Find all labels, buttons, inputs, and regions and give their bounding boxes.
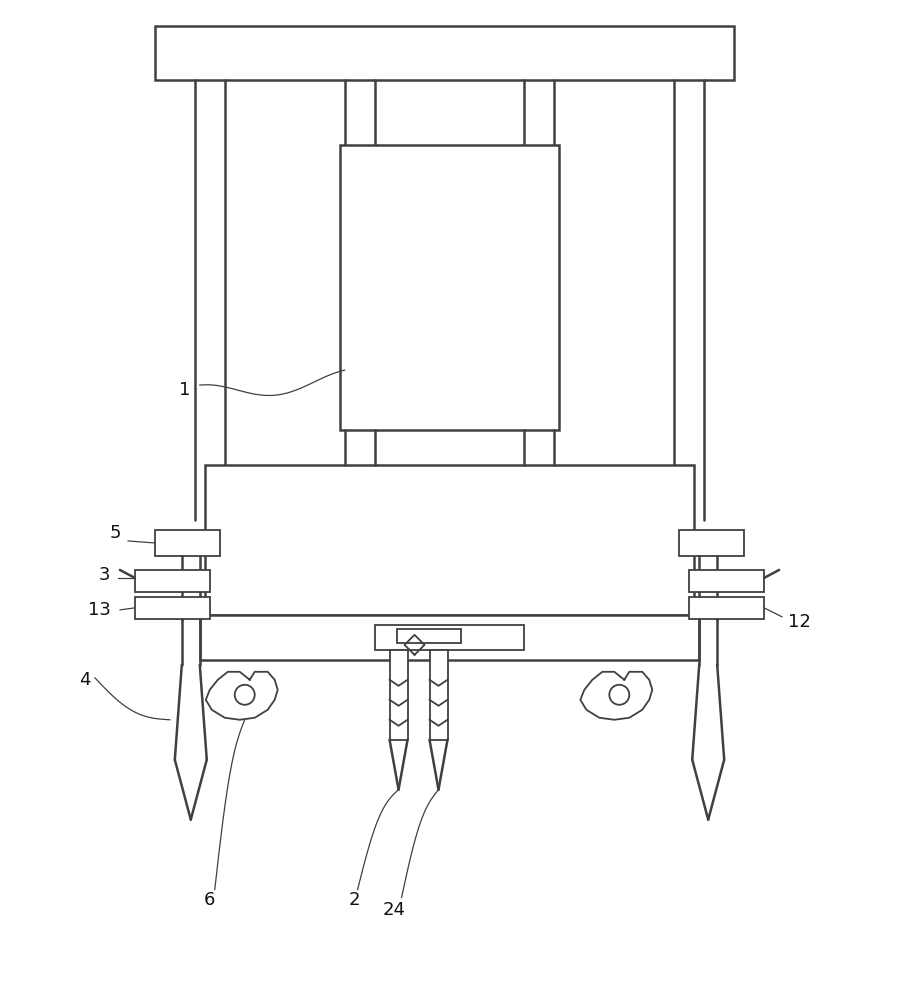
Text: 1: 1 <box>179 381 191 399</box>
FancyBboxPatch shape <box>375 625 524 650</box>
FancyBboxPatch shape <box>135 597 209 619</box>
Text: 6: 6 <box>204 891 216 909</box>
Text: 12: 12 <box>788 613 811 631</box>
FancyBboxPatch shape <box>690 597 764 619</box>
Text: 3: 3 <box>99 566 111 584</box>
FancyBboxPatch shape <box>430 650 448 740</box>
FancyBboxPatch shape <box>205 465 694 615</box>
FancyBboxPatch shape <box>396 629 461 643</box>
FancyBboxPatch shape <box>200 615 699 660</box>
Text: 13: 13 <box>88 601 111 619</box>
FancyBboxPatch shape <box>389 650 407 740</box>
Text: 24: 24 <box>383 901 406 919</box>
FancyBboxPatch shape <box>155 530 219 556</box>
Text: 5: 5 <box>109 524 120 542</box>
FancyBboxPatch shape <box>155 26 734 80</box>
FancyBboxPatch shape <box>680 530 744 556</box>
FancyBboxPatch shape <box>690 570 764 592</box>
Text: 4: 4 <box>79 671 91 689</box>
FancyBboxPatch shape <box>135 570 209 592</box>
FancyBboxPatch shape <box>340 145 559 430</box>
Text: 2: 2 <box>349 891 360 909</box>
